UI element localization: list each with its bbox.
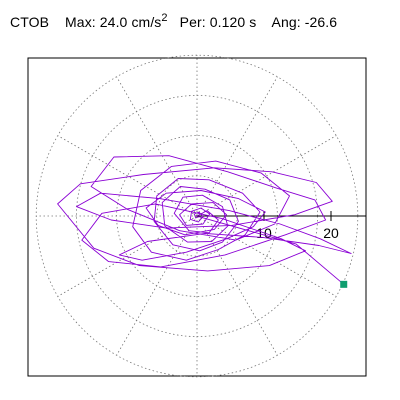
grid-spoke (196, 135, 337, 217)
grid-spoke (196, 215, 278, 356)
max-unit: cm/s (131, 14, 162, 30)
plot-header: CTOB Max: 24.0 cm/s2 Per: 0.120 s Ang: -… (10, 12, 337, 30)
period-value: 0.120 s (209, 14, 257, 30)
period-label: Per: (179, 14, 206, 30)
angle-label: Ang: (271, 14, 301, 30)
station-code: CTOB (10, 14, 50, 30)
grid-spoke (57, 135, 198, 217)
grid-spoke (116, 215, 198, 356)
grid-spoke (116, 76, 198, 217)
motion-trace (57, 155, 352, 285)
max-label: Max: (65, 14, 96, 30)
max-value: 24.0 (99, 14, 128, 30)
grid-spoke (57, 215, 198, 297)
trace-end-marker (340, 280, 348, 288)
angle-value: -26.6 (304, 14, 338, 30)
max-unit-exponent: 2 (161, 12, 168, 24)
radial-tick-label-20: 20 (323, 225, 339, 241)
grid-spoke (196, 215, 337, 297)
grid-spoke (196, 76, 278, 217)
